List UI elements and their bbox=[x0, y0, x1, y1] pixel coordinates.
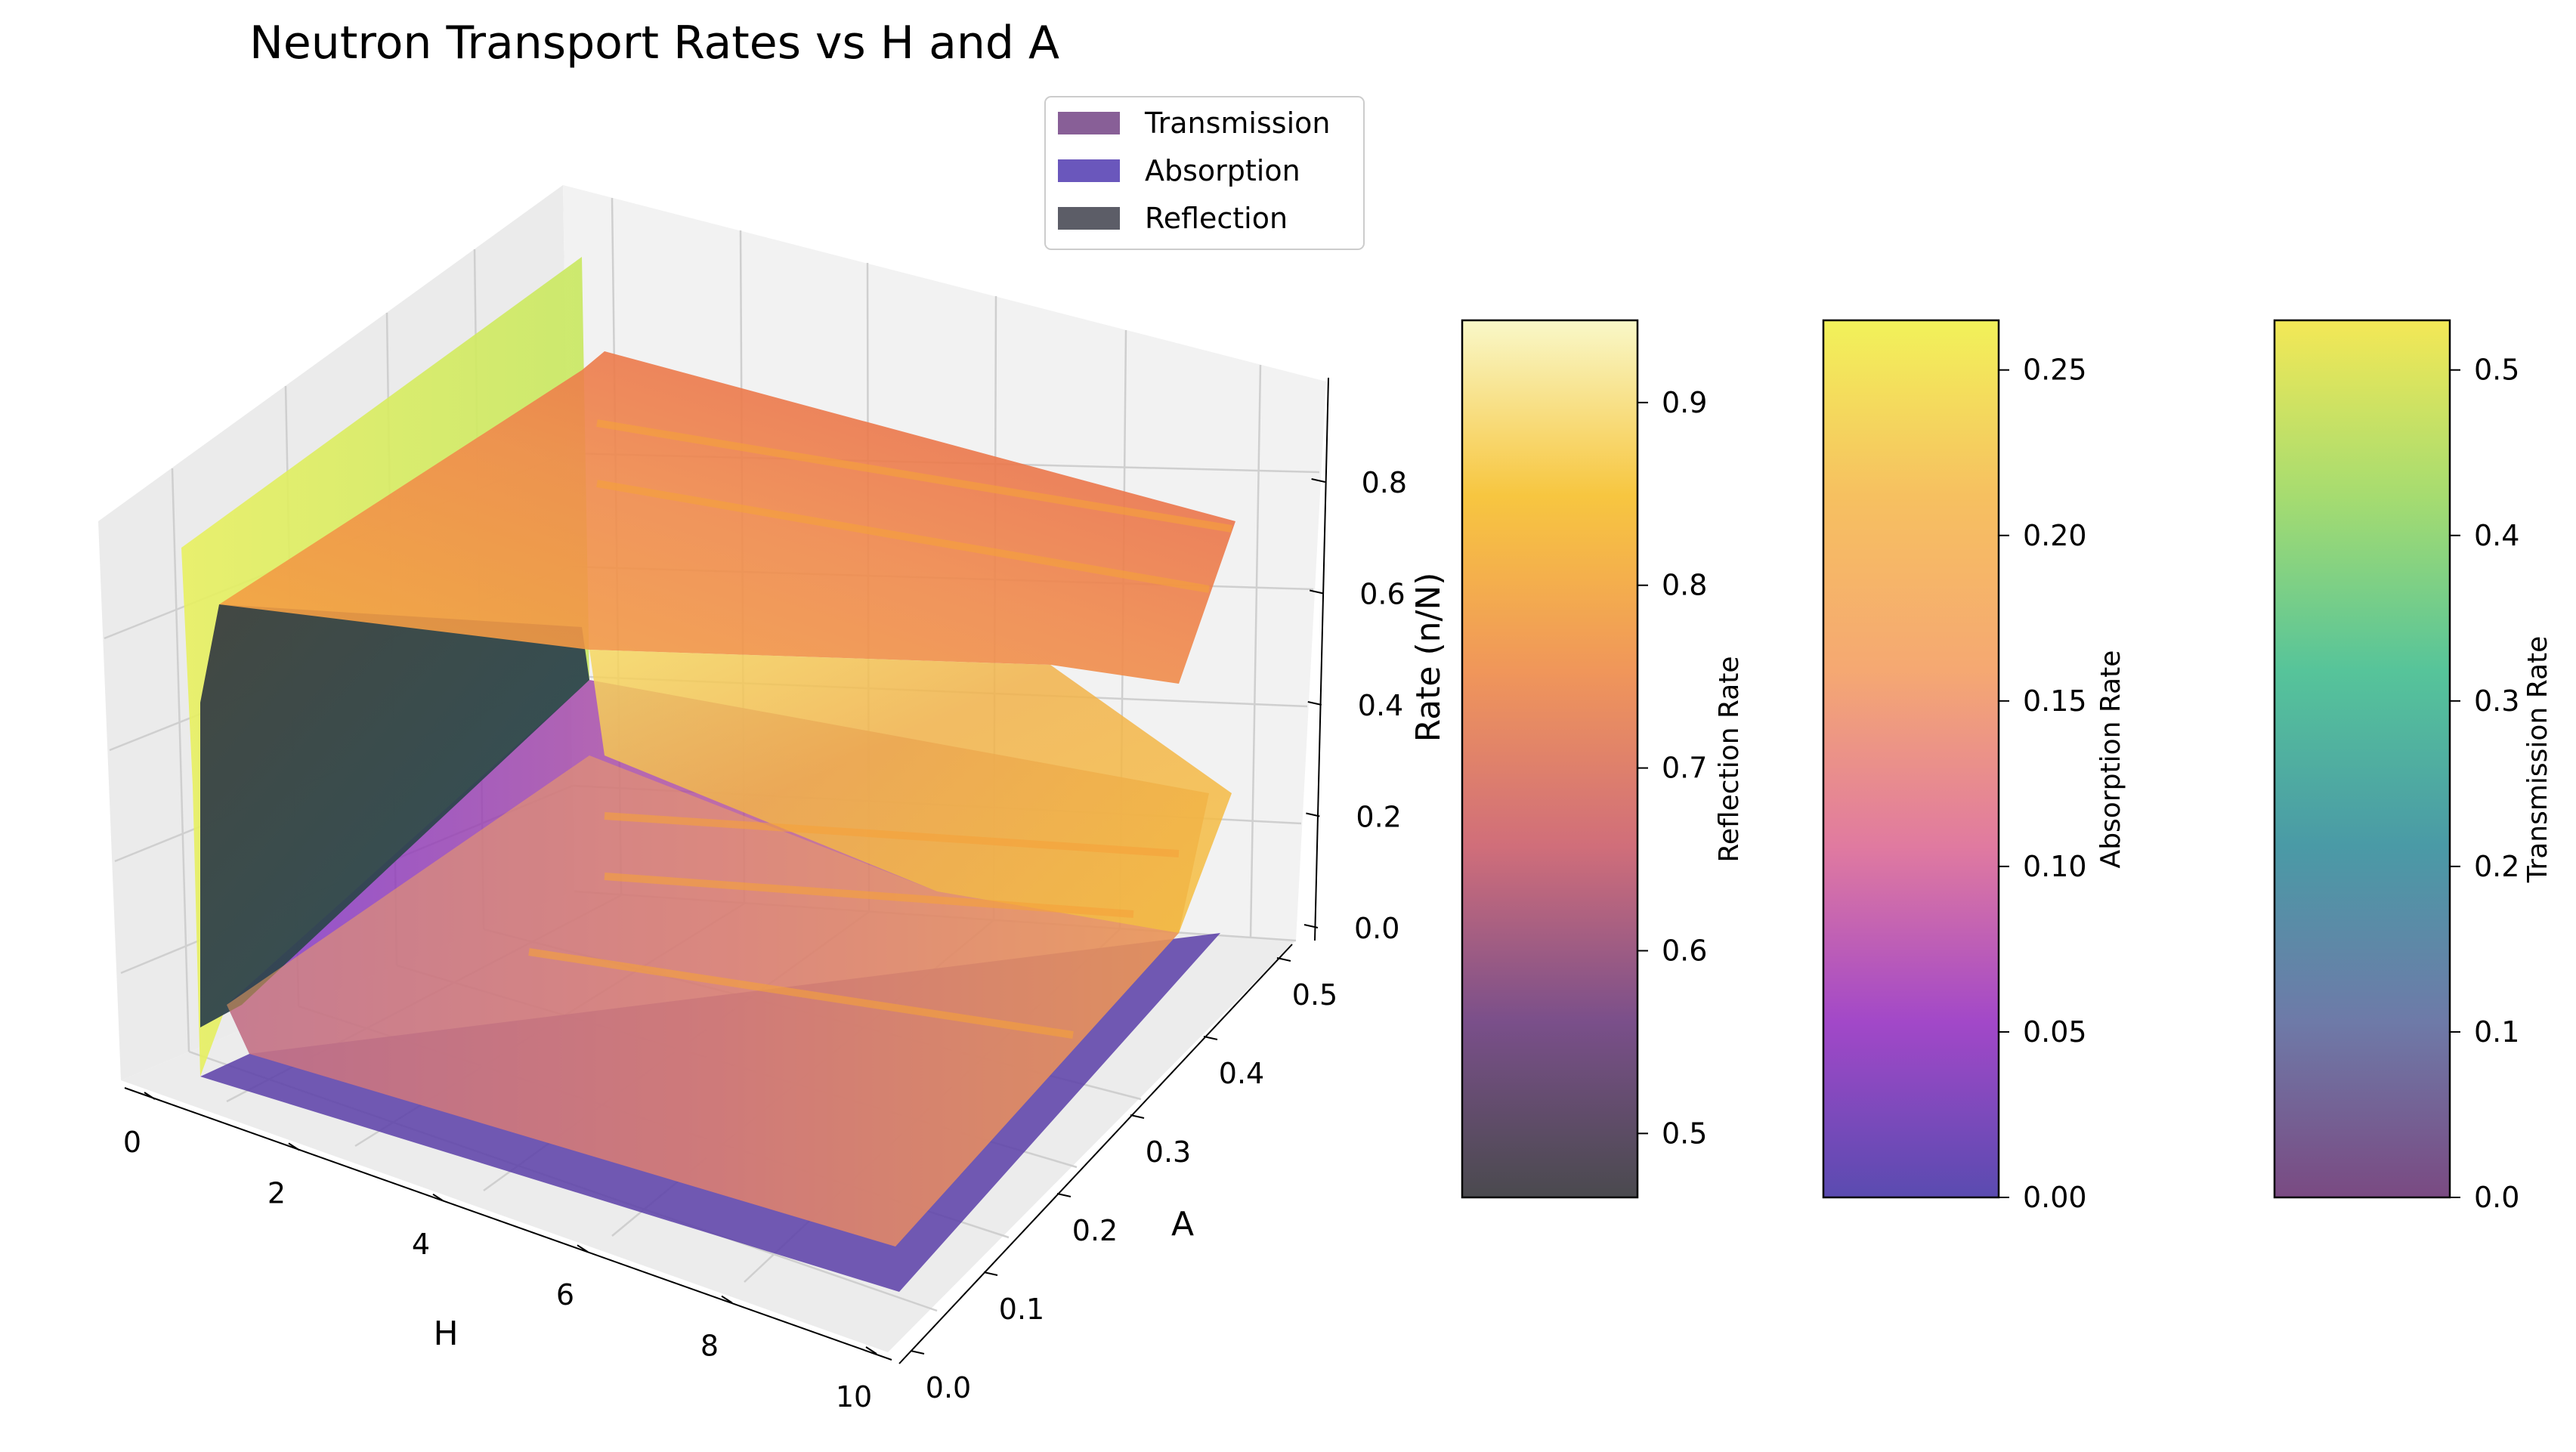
y-tick-mark bbox=[1203, 1036, 1218, 1040]
y-tick-label: 0.5 bbox=[1292, 978, 1337, 1012]
colorbar bbox=[2273, 319, 2451, 1199]
z-axis-label: Rate (n/N) bbox=[1409, 573, 1448, 743]
z-tick-mark bbox=[1306, 812, 1320, 817]
z-tick-mark bbox=[1307, 701, 1322, 706]
colorbar-tick-label: 0.6 bbox=[1662, 934, 1707, 967]
colorbar-tick-label: 0.25 bbox=[2023, 354, 2087, 387]
axis-lines bbox=[124, 377, 1329, 1364]
colorbar-tick-label: 0.15 bbox=[2023, 684, 2087, 718]
y-tick-mark bbox=[1130, 1114, 1145, 1119]
colorbar-label: Reflection Rate bbox=[1714, 656, 1745, 862]
colorbar-tick-label: 0.5 bbox=[1662, 1117, 1707, 1150]
legend-swatch bbox=[1058, 159, 1120, 182]
reflection-dark-region bbox=[200, 604, 589, 1027]
y-tick-label: 0.4 bbox=[1219, 1057, 1264, 1090]
colorbar-tick-label: 0.7 bbox=[1662, 752, 1707, 785]
legend-swatch bbox=[1058, 207, 1120, 230]
z-tick-mark bbox=[1303, 924, 1319, 928]
z-tick-label: 0.2 bbox=[1356, 801, 1401, 834]
x-tick-mark bbox=[288, 1142, 300, 1151]
legend-label: Transmission bbox=[1144, 107, 1330, 140]
colorbar-tick-label: 0.4 bbox=[2474, 519, 2519, 552]
y-tick-label: 0.0 bbox=[926, 1371, 971, 1404]
y-tick-label: 0.2 bbox=[1072, 1214, 1118, 1247]
z-tick-label: 0.6 bbox=[1359, 578, 1405, 611]
colorbar-tick-label: 0.1 bbox=[2474, 1015, 2519, 1049]
colorbar-tick-label: 0.5 bbox=[2474, 354, 2519, 387]
y-tick-label: 0.1 bbox=[999, 1293, 1044, 1326]
x-tick-mark bbox=[865, 1346, 877, 1355]
x-ticks: 0 2 4 6 8 10 bbox=[123, 1092, 877, 1413]
z-tick-mark bbox=[1309, 589, 1324, 595]
y-tick-mark bbox=[983, 1271, 998, 1276]
legend-swatch bbox=[1058, 112, 1120, 134]
colorbar-tick-label: 0.3 bbox=[2474, 684, 2519, 718]
x-tick-label: 10 bbox=[836, 1380, 872, 1413]
z-tick-label: 0.8 bbox=[1362, 466, 1407, 499]
y-tick-mark bbox=[1276, 957, 1291, 962]
colorbar bbox=[1461, 319, 1639, 1199]
colorbar-tick-label: 0.0 bbox=[2474, 1181, 2519, 1214]
legend-frame bbox=[1044, 96, 1365, 250]
transmission-front-surface bbox=[227, 755, 1179, 1247]
z-tick-label: 0.4 bbox=[1358, 689, 1403, 722]
colorbar-tick-label: 0.9 bbox=[1662, 386, 1707, 419]
legend-label: Reflection bbox=[1145, 202, 1288, 235]
surfaces bbox=[181, 257, 1235, 1292]
colorbar-tick-label: 0.20 bbox=[2023, 519, 2087, 552]
colorbar bbox=[1822, 319, 2000, 1199]
colorbar-tick-label: 0.8 bbox=[1662, 569, 1707, 602]
x-tick-label: 8 bbox=[700, 1330, 719, 1363]
colorbar-tick-label: 0.2 bbox=[2474, 850, 2519, 883]
legend: Transmission Absorption Reflection bbox=[1044, 96, 1365, 250]
colorbar-tick-label: 0.10 bbox=[2023, 850, 2087, 883]
x-tick-label: 4 bbox=[412, 1228, 430, 1261]
y-axis-label: A bbox=[1171, 1205, 1194, 1243]
y-tick-mark bbox=[910, 1350, 925, 1355]
x-tick-mark bbox=[721, 1295, 733, 1304]
y-tick-label: 0.3 bbox=[1146, 1135, 1191, 1169]
colorbars: 0.5 0.6 0.7 0.8 0.9 Reflection Rate 0.00 0.05 0.… bbox=[1461, 319, 2553, 1214]
colorbar-tick-label: 0.00 bbox=[2023, 1181, 2087, 1214]
colorbar-tick-label: 0.05 bbox=[2023, 1015, 2087, 1049]
y-tick-mark bbox=[1056, 1193, 1072, 1197]
x-axis-label: H bbox=[433, 1315, 458, 1353]
z-ticks: 0.0 0.2 0.4 0.6 0.8 bbox=[1303, 466, 1407, 945]
z-tick-label: 0.0 bbox=[1354, 912, 1399, 945]
legend-label: Absorption bbox=[1145, 154, 1300, 187]
transmission-surface bbox=[589, 650, 1232, 933]
x-tick-mark bbox=[432, 1193, 444, 1202]
reflection-surface bbox=[219, 351, 1235, 684]
x-tick-mark bbox=[577, 1244, 589, 1253]
y-ticks: 0.0 0.1 0.2 0.3 0.4 0.5 bbox=[910, 957, 1337, 1404]
x-tick-label: 2 bbox=[267, 1176, 286, 1209]
x-tick-label: 6 bbox=[556, 1278, 574, 1311]
colorbar-label: Transmission Rate bbox=[2522, 636, 2553, 884]
colorbar-label: Absorption Rate bbox=[2095, 650, 2126, 869]
x-tick-label: 0 bbox=[123, 1126, 141, 1159]
chart-title: Neutron Transport Rates vs H and A bbox=[249, 17, 1060, 70]
x-tick-mark bbox=[144, 1092, 156, 1100]
z-tick-mark bbox=[1311, 478, 1325, 483]
